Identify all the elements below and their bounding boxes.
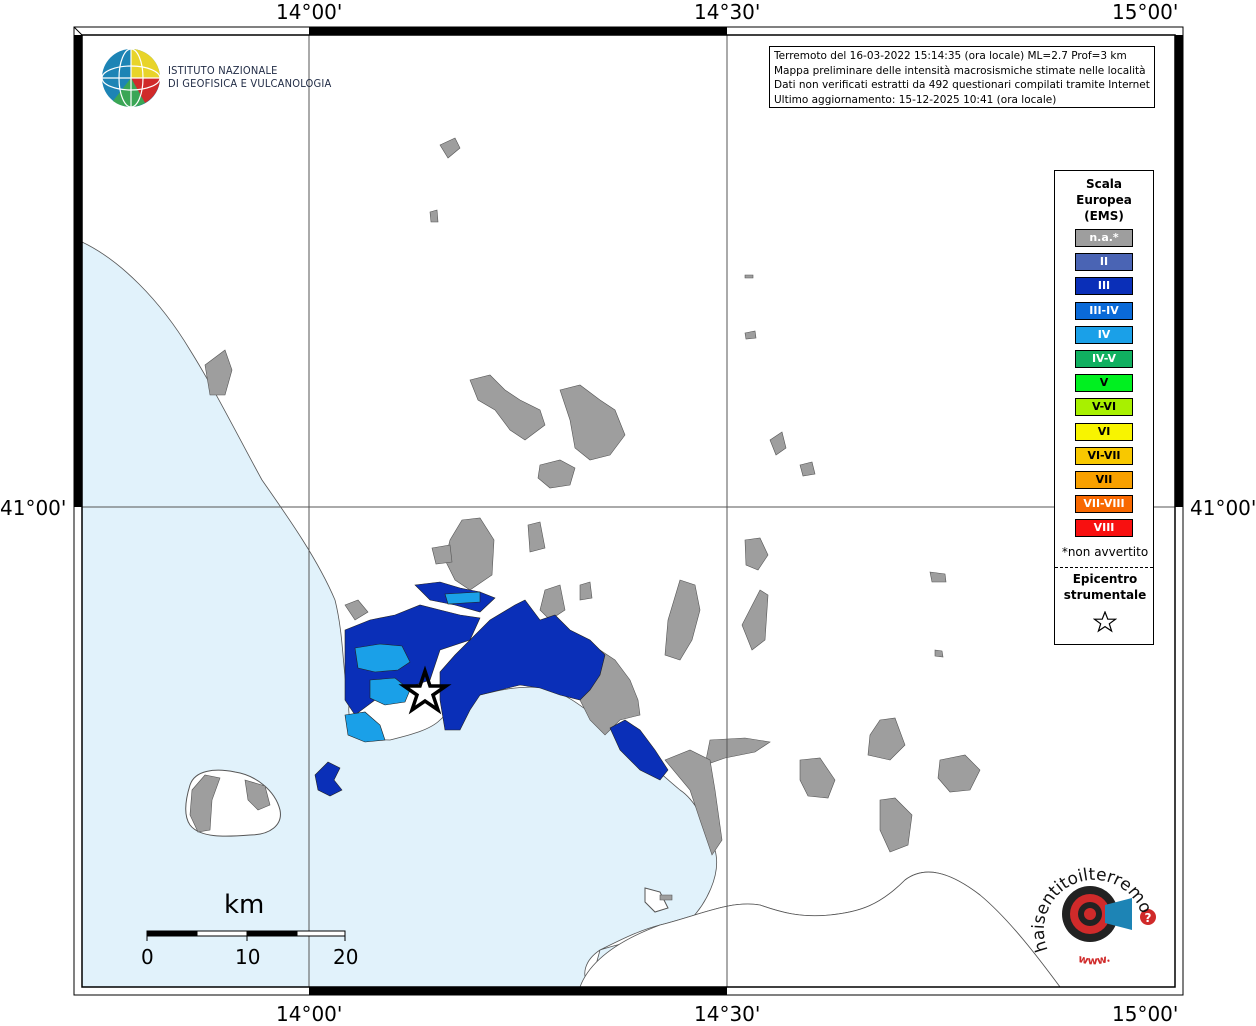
legend-item: III (1075, 277, 1133, 296)
capri-island (644, 887, 669, 913)
earthquake-info-box: Terremoto del 16-03-2022 15:14:35 (ora l… (769, 46, 1155, 108)
ingv-logo-text: ISTITUTO NAZIONALE DI GEOFISICA E VULCAN… (168, 64, 331, 90)
lon-label-top-mid: 14°30' (694, 0, 761, 24)
legend-item: n.a.* (1075, 229, 1133, 247)
legend-item: VI-VII (1075, 446, 1133, 465)
legend-note: *non avvertito (1061, 545, 1149, 559)
scale-unit-label: km (224, 890, 265, 920)
legend-title: Scala Europea (EMS) (1055, 176, 1153, 224)
logo-line-2: DI GEOFISICA E VULCANOLOGIA (168, 77, 332, 90)
intensity-IV-area (354, 643, 411, 673)
legend-item: VIII (1075, 519, 1133, 538)
frame-bars (74, 27, 1183, 995)
legend-item: VII (1075, 471, 1133, 489)
scale-label-0: 0 (141, 945, 154, 969)
lon-label-bottom-right: 15°00' (1112, 1002, 1179, 1026)
legend-epicenter-line-1: Epicentro (1072, 572, 1138, 586)
info-line-2: Mappa preliminare delle intensità macros… (774, 64, 1146, 77)
intensity-III-area (439, 599, 606, 731)
svg-text:?: ? (1145, 911, 1152, 925)
lon-label-top-right: 15°00' (1112, 0, 1179, 24)
legend-item: IV-V (1075, 350, 1133, 368)
logo-line-1: ISTITUTO NAZIONALE (168, 64, 278, 77)
legend-item: III-IV (1075, 301, 1133, 320)
svg-text:haisentitoilterremoto.it: haisentitoilterremoto.it (1030, 855, 1156, 955)
island-procida (314, 761, 343, 797)
lat-label-right: 41°00' (1190, 496, 1256, 520)
badge-prefix-text: www. (1077, 952, 1112, 968)
frame-outline (73, 26, 1184, 996)
legend-item: V-VI (1075, 398, 1133, 417)
grey-localities (204, 137, 981, 901)
legend-item: V (1075, 374, 1133, 393)
lon-label-top-left: 14°00' (276, 0, 343, 24)
intensity-IV-area-north (444, 591, 481, 605)
legend-star-icon (1093, 611, 1117, 633)
scale-bar (146, 930, 346, 941)
intensity-IV-area-3 (344, 711, 386, 743)
legend-separator (1055, 567, 1153, 568)
graticule (82, 35, 1175, 987)
hai-sentito-badge-text: haisentitoilterremoto.it www. (1030, 855, 1156, 968)
sorrento-peninsula (579, 871, 1061, 988)
intensity-III-area-east (609, 719, 669, 781)
ems-legend: Scala Europea (EMS) n.a.* II III III-IV IV IV… (1054, 170, 1154, 645)
lat-label-left: 41°00' (0, 496, 67, 520)
legend-title-2: Europea (1076, 193, 1132, 207)
info-line-4: Ultimo aggiornamento: 15-12-2025 10:41 (… (774, 93, 1057, 106)
hai-sentito-logo-icon: ? (1062, 886, 1156, 942)
legend-item: VII-VIII (1075, 495, 1133, 514)
legend-title-1: Scala (1085, 177, 1123, 191)
lon-label-bottom-left: 14°00' (276, 1002, 343, 1026)
epicenter-star (398, 665, 452, 715)
legend-item: IV (1075, 325, 1133, 344)
lon-label-bottom-mid: 14°30' (694, 1002, 761, 1026)
svg-text:www.: www. (1077, 952, 1112, 968)
legend-item: VI (1075, 422, 1133, 441)
info-line-1: Terremoto del 16-03-2022 15:14:35 (ora l… (774, 50, 1127, 62)
scale-label-10: 10 (235, 945, 261, 969)
badge-site-text: haisentitoilterremoto.it (1030, 855, 1156, 955)
legend-item: II (1075, 253, 1133, 272)
legend-title-3: (EMS) (1084, 209, 1124, 223)
legend-epicenter-line-2: strumentale (1063, 588, 1147, 602)
legend-epicenter-label: Epicentro strumentale (1055, 571, 1155, 603)
scale-label-20: 20 (333, 945, 359, 969)
ischia-grey-area (189, 774, 271, 833)
info-line-3: Dati non verificati estratti da 492 ques… (774, 79, 1150, 91)
ingv-logo-icon (101, 48, 161, 108)
